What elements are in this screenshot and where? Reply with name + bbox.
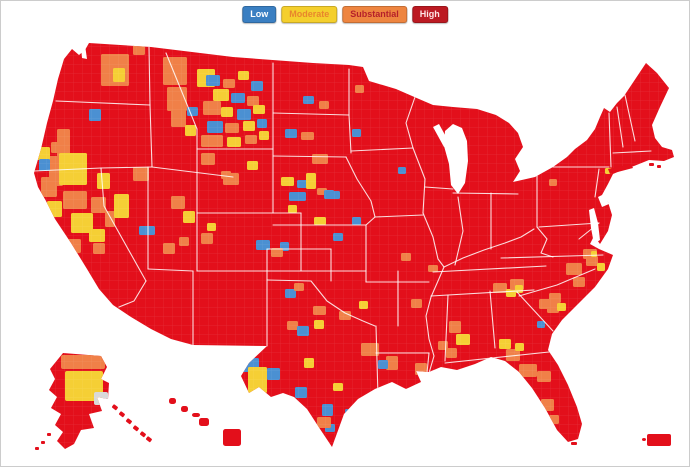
florida-keys [571, 442, 577, 445]
great-lakes [81, 45, 609, 244]
delaware-bay [598, 194, 609, 207]
cape-islands-2 [657, 165, 661, 168]
legend-item-moderate[interactable]: Moderate [281, 6, 338, 23]
cape-islands-1 [649, 163, 654, 166]
hawaii[interactable] [169, 398, 241, 446]
puerto-rico[interactable] [642, 434, 671, 446]
alaska[interactable] [31, 346, 161, 456]
puget-sound [81, 45, 87, 59]
green-bay [433, 124, 450, 147]
legend-item-low[interactable]: Low [242, 6, 277, 23]
lake-michigan [444, 124, 468, 194]
transmission-legend: Low Moderate Substantial High [242, 6, 448, 23]
legend-item-high[interactable]: High [411, 6, 448, 23]
legend-item-substantial[interactable]: Substantial [342, 6, 407, 23]
coastal-islands [571, 163, 661, 445]
chesapeake-bay [589, 208, 600, 244]
long-island [608, 164, 633, 174]
